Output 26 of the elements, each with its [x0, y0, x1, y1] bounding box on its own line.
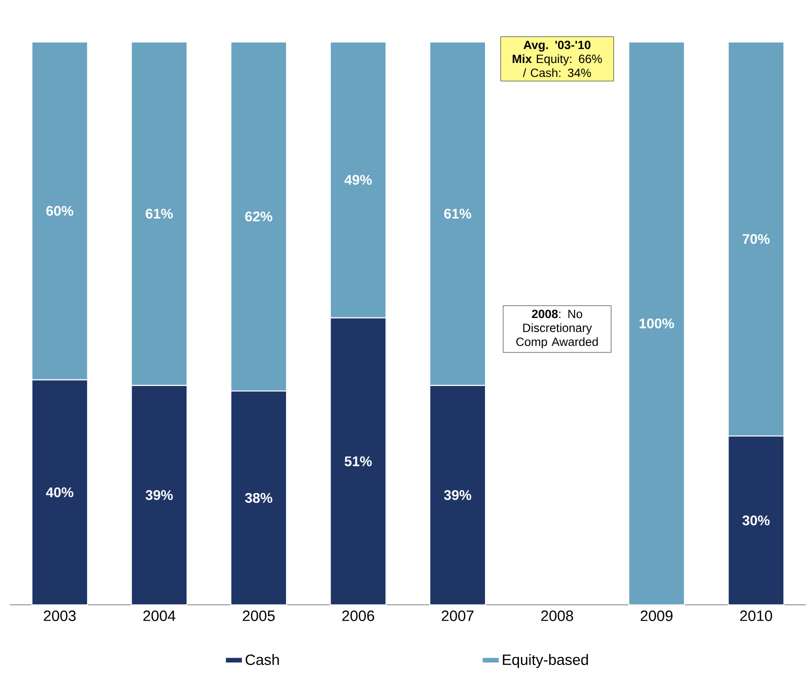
data-label: 62%	[245, 212, 272, 222]
legend-label: Equity-based	[502, 654, 588, 668]
data-label: 100%	[640, 318, 674, 328]
bar	[628, 42, 685, 606]
x-tick-label: 2009	[640, 610, 672, 622]
data-label: 38%	[245, 493, 272, 503]
legend-label: Cash	[246, 654, 279, 666]
x-tick-label: 2005	[242, 610, 275, 622]
data-label: 39%	[146, 490, 173, 500]
data-label: 40%	[46, 487, 74, 498]
x-tick-label: 2008	[541, 610, 574, 622]
data-label: 61%	[444, 208, 472, 219]
data-label: 70%	[742, 234, 770, 244]
data-label: 51%	[344, 456, 372, 466]
x-tick-label: 2004	[143, 610, 176, 622]
x-tick-label: 2010	[740, 610, 772, 622]
data-label: 60%	[46, 206, 74, 216]
data-label: 30%	[742, 516, 770, 526]
annotation: 2008: No Discretionary Comp Awarded	[516, 310, 598, 348]
data-label: 39%	[444, 490, 472, 500]
x-tick-label: 2003	[44, 610, 76, 622]
x-tick-label: 2007	[442, 610, 474, 622]
annotation: Avg. '03-'10 Mix Equity: 66% / Cash: 34%	[512, 40, 602, 78]
data-label: 61%	[146, 208, 173, 219]
data-label: 49%	[344, 175, 372, 185]
x-tick-label: 2006	[342, 610, 374, 622]
